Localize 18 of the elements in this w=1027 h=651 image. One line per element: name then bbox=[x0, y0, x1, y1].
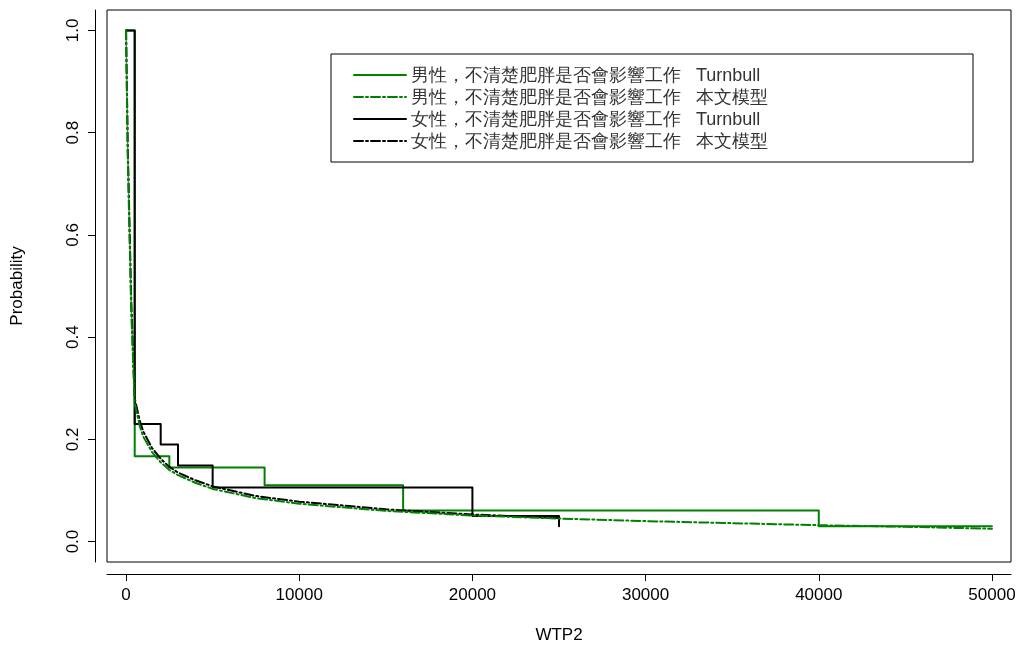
y-tick-label: 0.4 bbox=[63, 325, 82, 349]
x-tick-label: 30000 bbox=[621, 585, 670, 604]
legend-label: 男性，不清楚肥胖是否會影響工作 本文模型 bbox=[411, 87, 769, 107]
legend-label: 女性，不清楚肥胖是否會影響工作 本文模型 bbox=[411, 131, 769, 151]
y-axis-title: Probability bbox=[7, 245, 26, 326]
legend-label: 女性，不清楚肥胖是否會影響工作 Turnbull bbox=[411, 109, 761, 129]
x-tick-label: 40000 bbox=[795, 585, 843, 604]
y-tick-label: 0.0 bbox=[63, 529, 82, 554]
x-tick-label: 20000 bbox=[448, 585, 497, 604]
y-tick-label: 1.0 bbox=[63, 18, 82, 43]
x-tick-label: 50000 bbox=[968, 585, 1016, 604]
legend-label: 男性，不清楚肥胖是否會影響工作 Turnbull bbox=[411, 65, 761, 85]
x-tick-label: 0 bbox=[121, 585, 131, 604]
y-tick-label: 0.6 bbox=[63, 223, 82, 247]
y-tick-label: 0.2 bbox=[63, 427, 82, 452]
x-tick-label: 10000 bbox=[275, 585, 323, 604]
y-tick-label: 0.8 bbox=[63, 120, 82, 145]
x-axis-title: WTP2 bbox=[535, 625, 583, 644]
